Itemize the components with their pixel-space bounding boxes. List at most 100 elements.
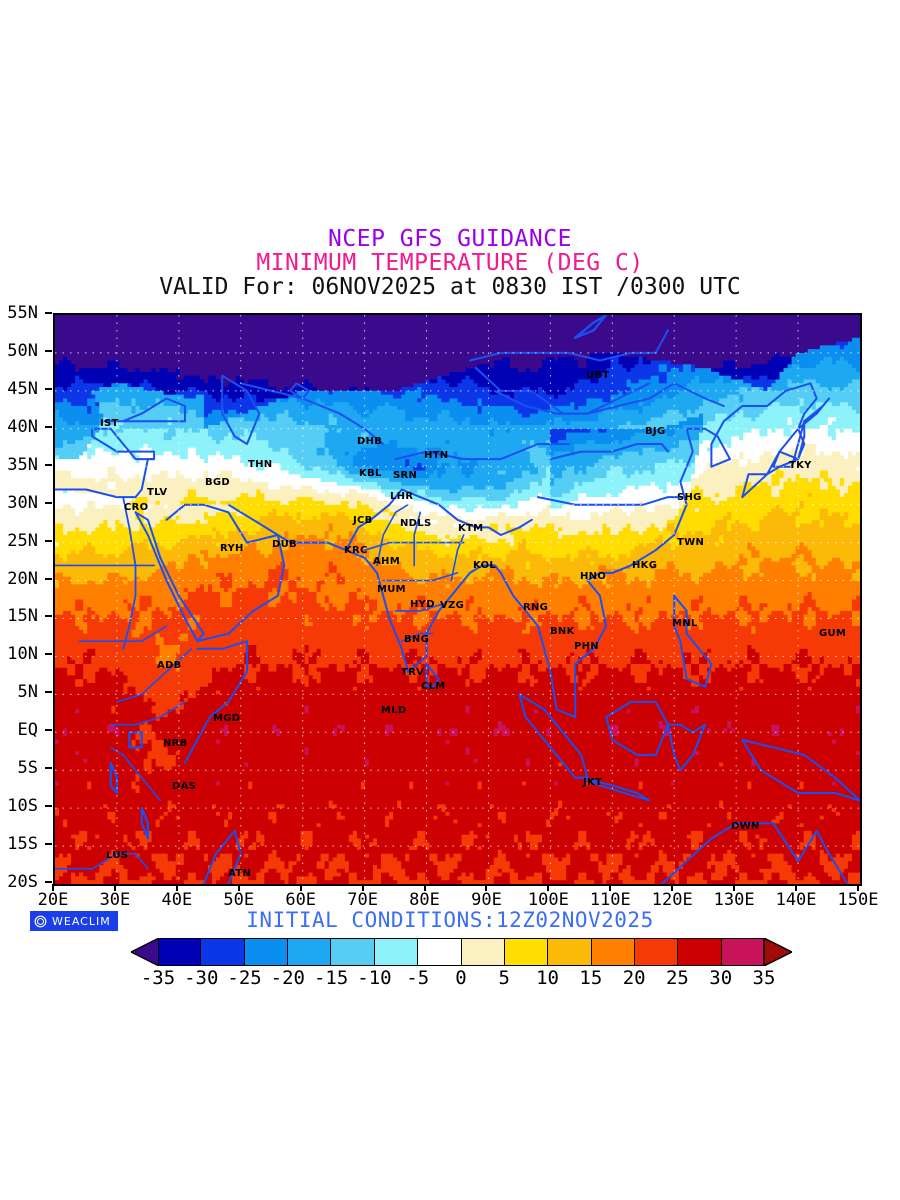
coastline xyxy=(140,807,150,840)
coastline xyxy=(376,503,409,567)
coastline xyxy=(55,458,156,499)
longitude-tick xyxy=(795,884,798,891)
city-label-ryh: RYH xyxy=(220,543,244,554)
latitude-tick xyxy=(45,805,52,808)
latitude-tick xyxy=(45,843,52,846)
city-label-hno: HNO xyxy=(580,571,607,582)
city-label-clm: CLM xyxy=(421,681,446,692)
latitude-tick-label: 20N xyxy=(7,568,38,589)
coastline xyxy=(91,427,156,461)
latitude-tick xyxy=(45,729,52,732)
city-label-dub: DUB xyxy=(272,539,297,550)
city-label-lus: LUS xyxy=(106,850,129,861)
latitude-tick-label: EQ xyxy=(17,720,38,741)
colorbar-under-arrow xyxy=(131,938,159,966)
longitude-tick-label: 150E xyxy=(837,890,879,910)
coastline xyxy=(741,738,860,802)
longitude-tick-label: 60E xyxy=(285,890,317,910)
latitude-tick-label: 10N xyxy=(7,644,38,665)
latitude-tick xyxy=(45,425,52,428)
colorbar-tick-label: -20 xyxy=(270,967,305,989)
city-label-lhr: LHR xyxy=(390,491,414,502)
colorbar-tick-label: -10 xyxy=(357,967,392,989)
coastline xyxy=(605,700,669,756)
longitude-tick xyxy=(671,884,674,891)
colorbar-cell xyxy=(418,938,462,966)
city-label-hkg: HKG xyxy=(632,560,658,571)
latitude-tick xyxy=(45,767,52,770)
city-label-phn: PHN xyxy=(574,641,599,652)
coastline xyxy=(109,746,162,802)
colorbar-cell xyxy=(461,938,505,966)
city-label-mnl: MNL xyxy=(672,618,698,629)
colorbar-tick-label: 0 xyxy=(455,967,467,989)
city-label-adb: ADB xyxy=(157,660,182,671)
longitude-tick-label: 30E xyxy=(99,890,131,910)
city-label-ahm: AHM xyxy=(373,556,400,567)
coastline xyxy=(673,594,713,688)
city-label-tky: TKY xyxy=(789,460,812,471)
coastline xyxy=(239,382,385,445)
city-label-bng: BNG xyxy=(404,634,430,645)
city-label-dwn: DWN xyxy=(731,821,760,832)
colorbar-cell xyxy=(591,938,635,966)
city-label-mum: MUM xyxy=(377,584,406,595)
longitude-tick-label: 90E xyxy=(471,890,502,910)
coastline xyxy=(55,852,149,870)
chart-subtitle: MINIMUM TEMPERATURE (DEG C) xyxy=(256,249,644,276)
coastline xyxy=(574,315,608,339)
latitude-tick xyxy=(45,539,52,542)
longitude-tick xyxy=(113,884,116,891)
latitude-tick xyxy=(45,501,52,504)
coastline xyxy=(109,701,186,726)
coastline xyxy=(78,625,168,643)
colorbar-cell xyxy=(244,938,289,966)
longitude-tick-label: 120E xyxy=(651,890,693,910)
city-label-bnk: BNK xyxy=(550,626,575,637)
coastline xyxy=(345,549,409,673)
colorbar-cell xyxy=(158,938,202,966)
city-label-htn: HTN xyxy=(424,450,449,461)
city-label-bjg: BJG xyxy=(645,426,666,437)
longitude-tick xyxy=(423,884,426,891)
colorbar-tick-label: -15 xyxy=(313,967,349,989)
latitude-tick xyxy=(45,615,52,618)
colorbar-cell xyxy=(288,938,332,966)
latitude-tick xyxy=(45,349,52,352)
colorbar-tick-label: 30 xyxy=(709,967,733,989)
coastline xyxy=(394,443,570,461)
coastline xyxy=(658,822,849,884)
latitude-tick-label: 30N xyxy=(7,492,38,513)
coastline xyxy=(109,761,119,795)
city-label-atn: ATN xyxy=(228,868,252,879)
city-label-ndls: NDLS xyxy=(400,518,432,529)
colorbar: -35 -30 -25 -20 -15 -10 -5 0 5 10 15 20 25 30 35 xyxy=(131,938,792,990)
coastline xyxy=(122,496,137,650)
latitude-tick-label: 15S xyxy=(7,834,38,855)
coastline xyxy=(475,367,725,415)
city-label-jcb: JCB xyxy=(353,515,373,526)
longitude-tick xyxy=(299,884,302,891)
colorbar-cells xyxy=(158,938,765,966)
coastline xyxy=(413,511,422,567)
latitude-tick xyxy=(45,463,52,466)
coastline xyxy=(103,397,186,423)
latitude-tick-label: 55N xyxy=(7,303,38,323)
city-label-mld: MLD xyxy=(381,705,407,716)
coastline xyxy=(394,602,446,612)
coastline xyxy=(537,496,682,506)
city-label-bgd: BGD xyxy=(205,477,231,488)
coastline xyxy=(450,534,465,582)
latitude-tick-label: 25N xyxy=(7,530,38,551)
latitude-tick xyxy=(45,691,52,694)
city-label-nrb: NRB xyxy=(163,738,188,749)
latitude-tick-label: 50N xyxy=(7,340,38,361)
logo-text: WEACLIM xyxy=(52,914,111,928)
city-label-dhb: DHB xyxy=(357,436,383,447)
coastline xyxy=(184,640,248,764)
city-label-rng: RNG xyxy=(523,602,549,613)
coastline xyxy=(667,723,707,772)
colorbar-cell xyxy=(548,938,592,966)
city-label-kol: KOL xyxy=(473,560,497,571)
longitude-tick xyxy=(857,884,859,891)
